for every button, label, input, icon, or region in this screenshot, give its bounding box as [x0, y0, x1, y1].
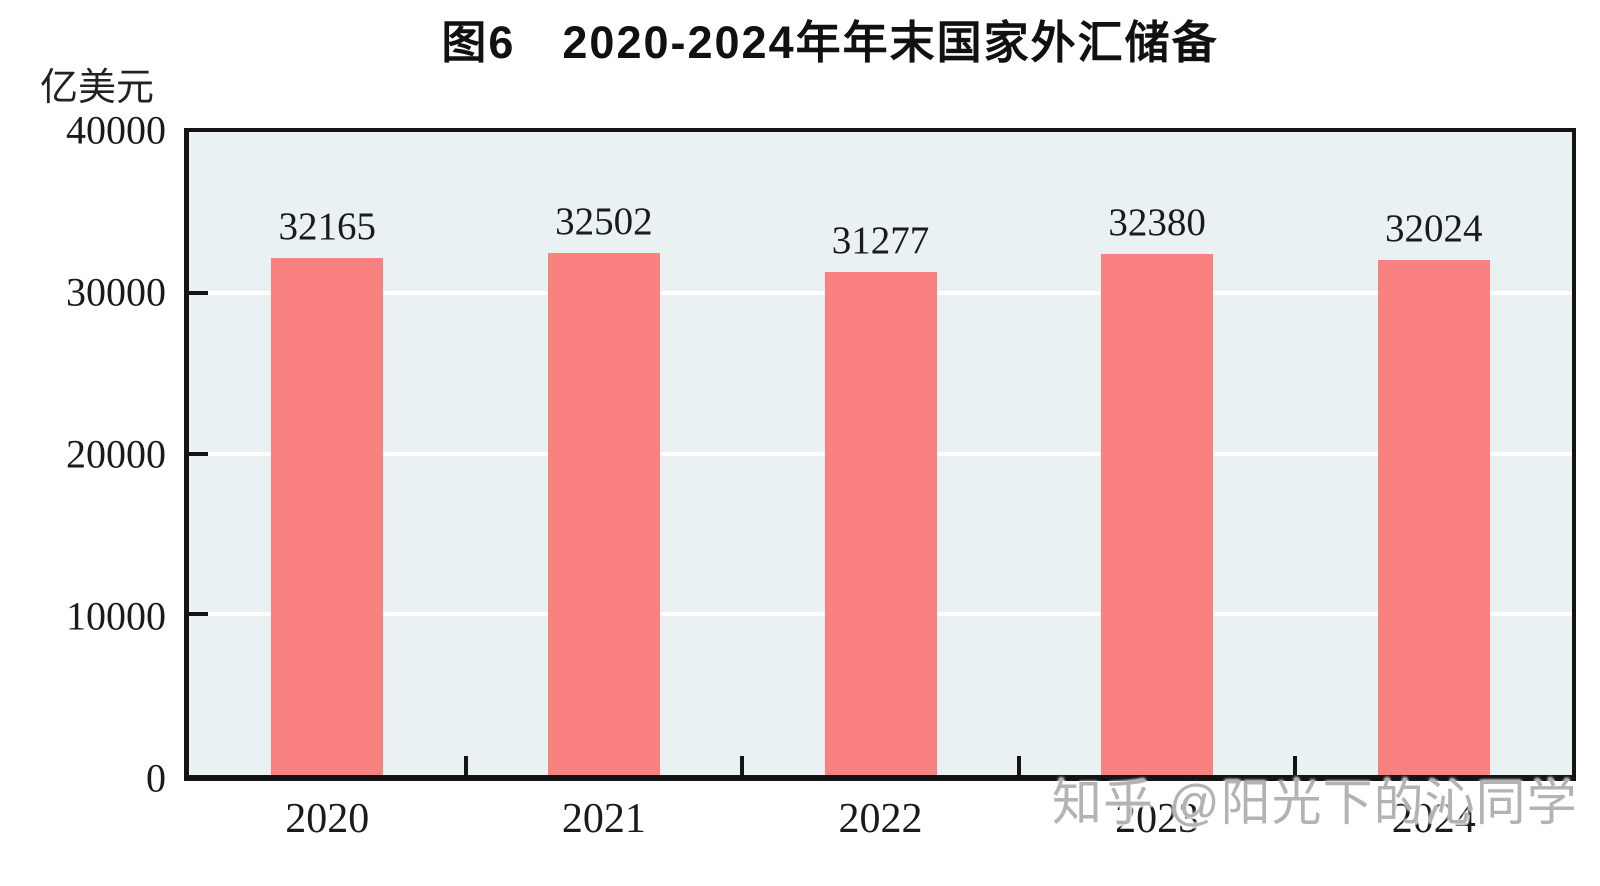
y-axis-tick	[189, 451, 208, 456]
y-tick-label: 40000	[66, 107, 166, 153]
x-tick-label: 2023	[1115, 796, 1200, 842]
bar	[1101, 254, 1214, 775]
x-tick-label: 2022	[838, 796, 923, 842]
x-axis-tick	[1016, 756, 1021, 775]
y-tick-label: 10000	[66, 593, 166, 639]
y-axis-tick	[189, 290, 208, 295]
y-tick-label: 0	[146, 755, 166, 801]
chart-title: 图6 2020-2024年年末国家外汇储备	[441, 17, 1219, 68]
bar	[271, 258, 384, 775]
x-axis-tick	[1293, 756, 1298, 775]
bar	[824, 272, 937, 775]
bar-value-label: 32502	[555, 200, 653, 243]
x-axis-tick	[740, 756, 745, 775]
y-tick-label: 30000	[66, 269, 166, 315]
bar-value-label: 32165	[278, 205, 377, 248]
y-axis-unit-label: 亿美元	[40, 67, 155, 109]
x-axis-tick	[463, 756, 468, 775]
watermark: 知乎 @阳光下的沁同学	[1052, 775, 1578, 831]
bar	[547, 253, 660, 775]
bar-value-label: 31277	[831, 219, 930, 262]
x-tick-label: 2024	[1391, 796, 1476, 842]
y-tick-label: 20000	[66, 431, 166, 477]
plot-area: 32165 32502 31277 32380 32024	[184, 128, 1576, 781]
x-tick-label: 2021	[561, 796, 646, 842]
bar-value-label: 32024	[1384, 207, 1483, 250]
bar-value-label: 32380	[1108, 201, 1206, 244]
y-axis-tick	[189, 612, 208, 617]
bar	[1377, 260, 1490, 775]
x-tick-label: 2020	[285, 796, 370, 842]
